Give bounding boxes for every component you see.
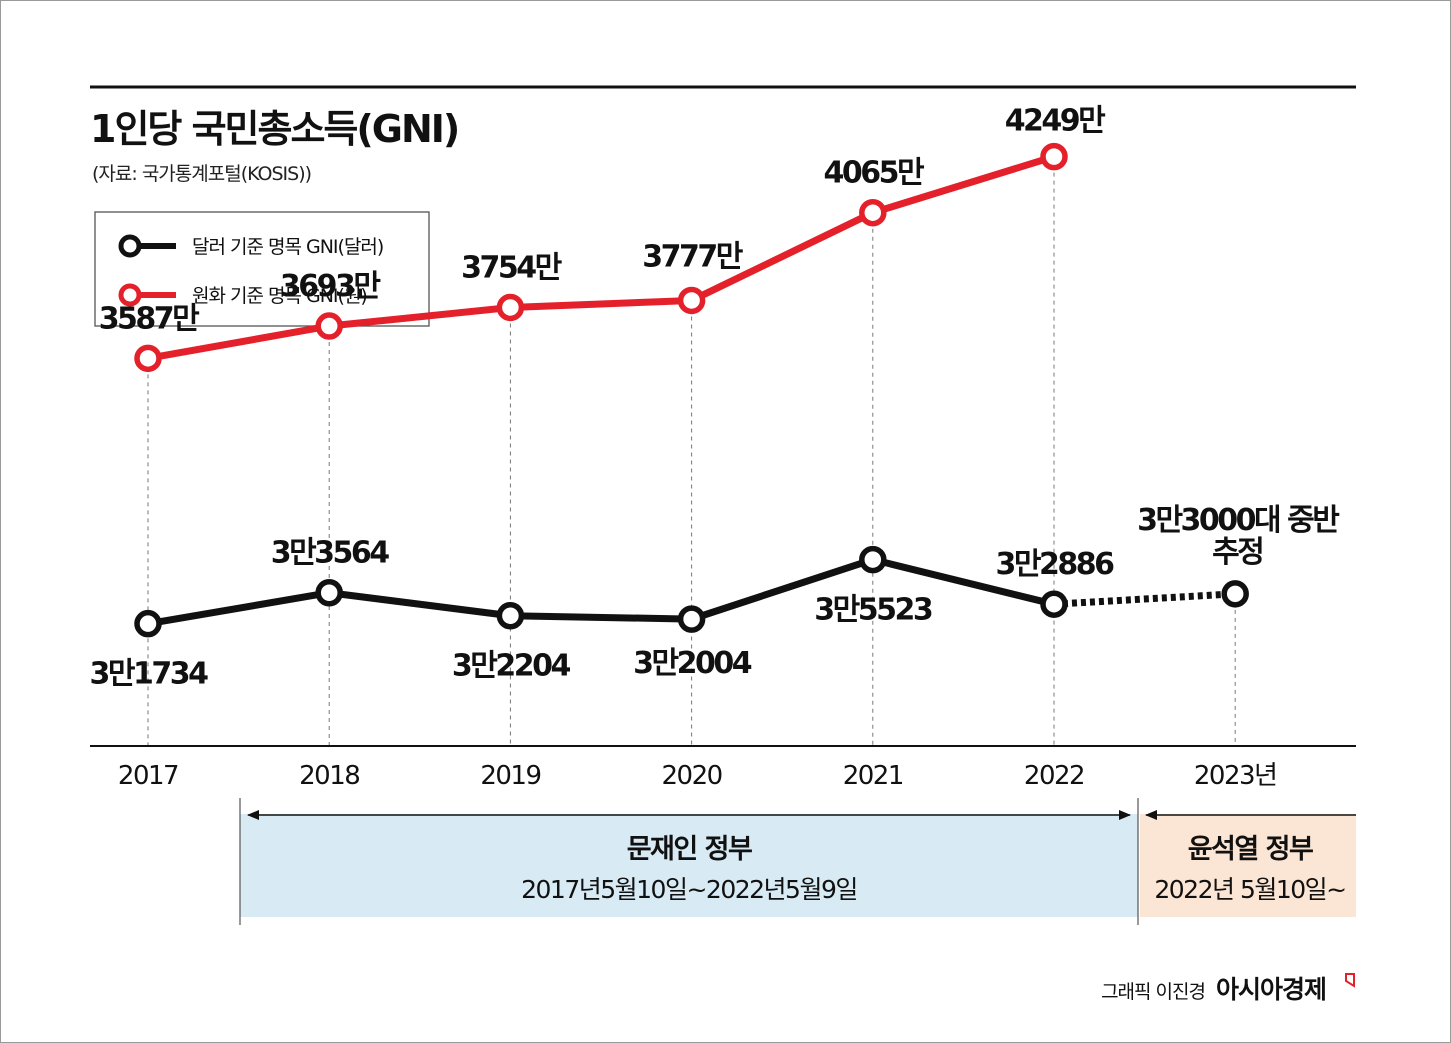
value-labels: 3만1734 3만3564 3만2204 3만2004 3만5523 3만2886 3만30… <box>90 104 1343 692</box>
data-point <box>1040 142 1068 171</box>
chart-source: (자료: 국가통계포털(KOSIS)) <box>92 163 311 185</box>
series-line-0 <box>147 556 1055 628</box>
era-moon: 문재인 정부 2017년5월10일~2022년5월9일 <box>239 798 1139 925</box>
brand-mark-icon <box>1345 973 1355 988</box>
graphic-credit: 그래픽 이진경 <box>1101 981 1205 1003</box>
x-tick-label: 2017 <box>118 761 178 791</box>
series-points <box>134 142 1249 638</box>
era-yoon-dates: 2022년 5월10일~ <box>1154 875 1345 904</box>
data-point <box>134 344 162 373</box>
data-point <box>315 312 343 340</box>
series-lines <box>147 153 1236 628</box>
data-label: 3587만 <box>99 301 200 336</box>
brand-logo-text: 아시아경제 <box>1216 975 1326 1004</box>
legend: 달러 기준 명목 GNI(달러) 원화 기준 명목 GNI(원) <box>94 211 430 327</box>
era-yoon-band <box>1140 814 1356 917</box>
data-point <box>677 286 706 315</box>
data-point <box>496 601 525 630</box>
data-label: 3만3564 <box>271 536 390 571</box>
data-label: 4249만 <box>1005 104 1106 139</box>
data-label: 4065만 <box>823 156 924 191</box>
data-label: 3754만 <box>461 250 562 285</box>
series-line-estimate-0 <box>1053 590 1236 608</box>
x-tick-label: 2020 <box>662 761 722 791</box>
data-label: 3만5523 <box>814 593 932 628</box>
era-moon-dates: 2017년5월10일~2022년5월9일 <box>521 875 857 904</box>
data-point <box>859 198 887 227</box>
legend-item-krw: 원화 기준 명목 GNI(원) <box>118 283 368 307</box>
x-tick-label: 2023년 <box>1194 761 1277 791</box>
x-tick-label: 2022 <box>1024 761 1084 791</box>
data-point <box>134 609 162 638</box>
legend-item-usd: 달러 기준 명목 GNI(달러) <box>118 234 384 258</box>
data-point <box>496 293 525 322</box>
series-line-1 <box>147 153 1056 362</box>
era-moon-band <box>240 814 1138 917</box>
data-point <box>1040 590 1068 618</box>
chart-title: 1인당 국민총소득(GNI) <box>90 107 458 151</box>
era-moon-name: 문재인 정부 <box>627 834 752 865</box>
legend-label-krw: 원화 기준 명목 GNI(원) <box>192 285 367 307</box>
data-point <box>315 578 343 607</box>
x-axis-tick-labels: 2017 2018 2019 2020 2021 2022 2023년 <box>118 761 1278 791</box>
data-label: 3만2886 <box>996 547 1115 582</box>
era-yoon-name: 윤석열 정부 <box>1188 834 1313 865</box>
data-point <box>859 545 887 574</box>
x-tick-label: 2019 <box>480 761 540 791</box>
x-tick-label: 2018 <box>299 761 359 791</box>
data-label: 3693만 <box>280 269 381 304</box>
data-point <box>677 605 706 633</box>
legend-label-usd: 달러 기준 명목 GNI(달러) <box>192 236 383 258</box>
drop-lines <box>147 156 1236 746</box>
data-label: 3만3000대 중반 추정 <box>1137 503 1340 570</box>
data-label: 3777만 <box>642 239 743 274</box>
data-label: 3만2004 <box>633 646 752 681</box>
legend-marker-krw-icon <box>118 283 142 307</box>
era-yoon: 윤석열 정부 2022년 5월10일~ <box>1140 810 1356 917</box>
data-label: 3만1734 <box>90 657 209 692</box>
data-label: 3만2204 <box>452 649 571 684</box>
legend-box <box>94 211 430 327</box>
legend-marker-usd-icon <box>118 234 142 258</box>
x-tick-label: 2021 <box>843 761 903 791</box>
data-point <box>1221 580 1249 608</box>
